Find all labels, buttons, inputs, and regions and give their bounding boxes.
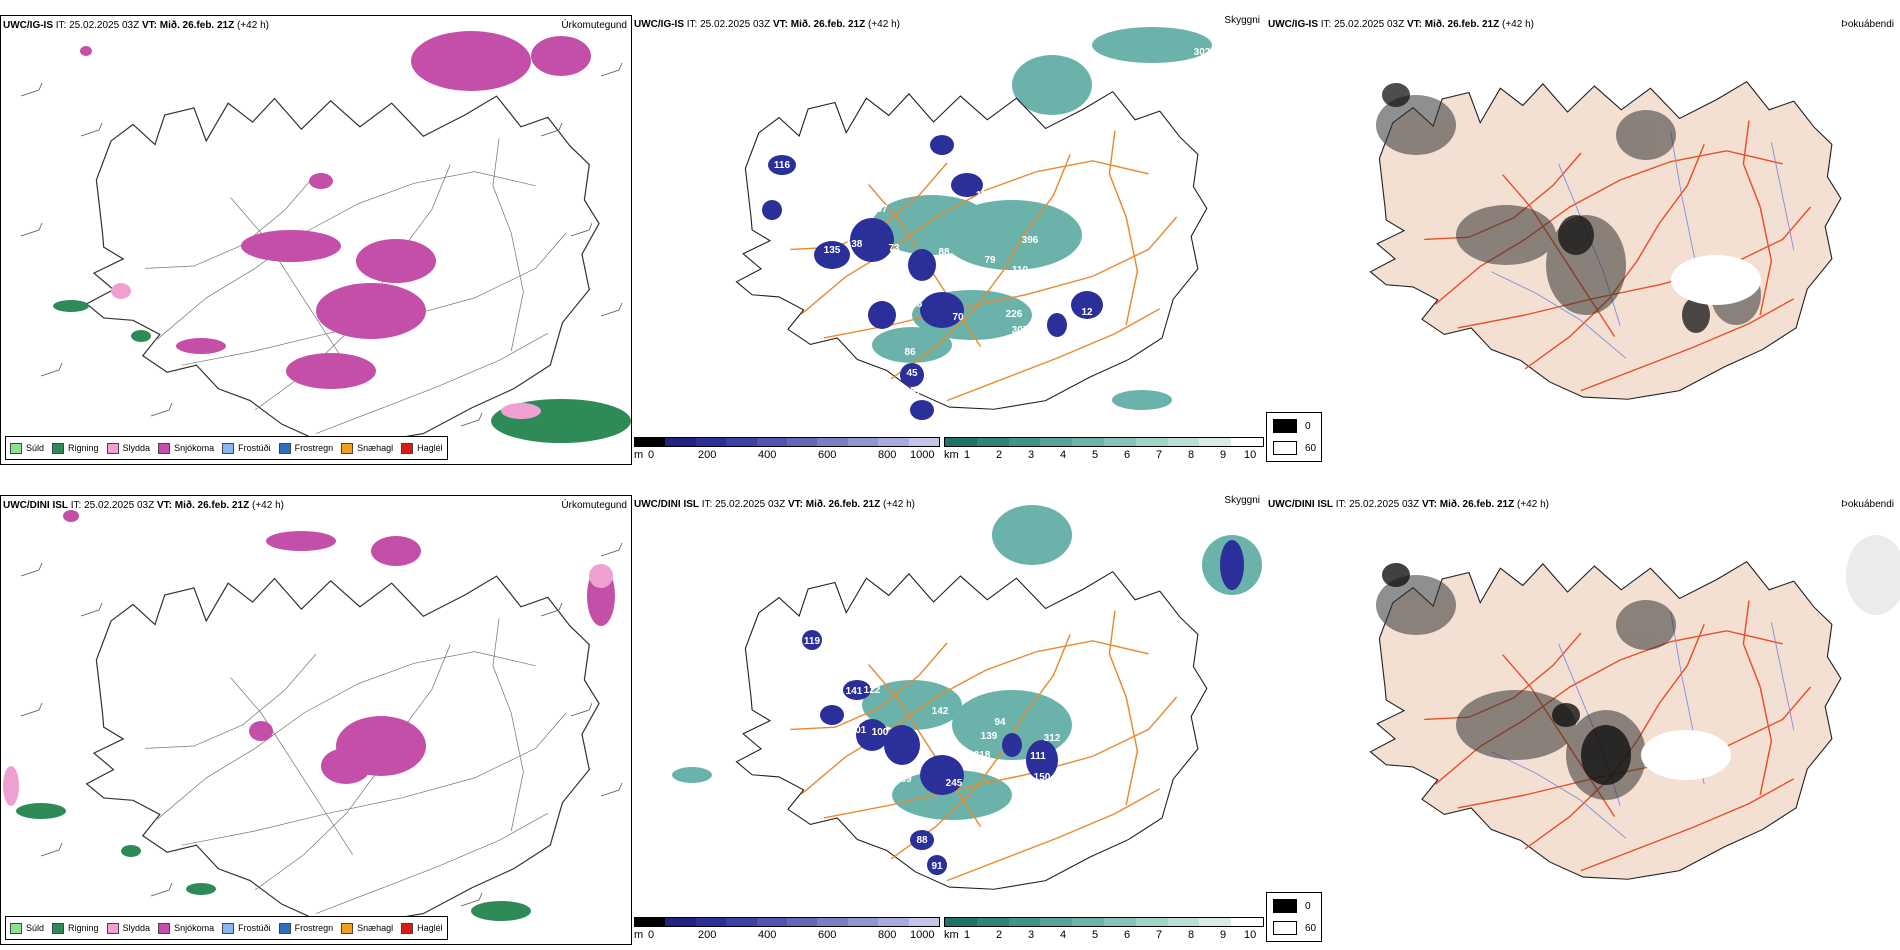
vis-label: 150 xyxy=(1034,772,1051,783)
wind-barbs xyxy=(20,542,623,907)
precip-map xyxy=(3,510,623,924)
vis-label: 166 xyxy=(999,284,1016,295)
vis-label: 101 xyxy=(850,725,867,736)
panel-title: UWC/DINI ISL IT: 25.02.2025 03Z VT: Mið.… xyxy=(3,500,284,511)
fog-panel-2: UWC/DINI ISL IT: 25.02.2025 03Z VT: Mið.… xyxy=(1266,495,1900,890)
fog-legend-2: 0 60 xyxy=(1266,892,1322,942)
vis-label: 318 xyxy=(974,750,991,761)
vis-label: 141 xyxy=(846,686,863,697)
vis-label: 307 xyxy=(1012,325,1029,336)
vis-label: 88 xyxy=(938,247,950,258)
vis-label: 88 xyxy=(916,835,928,846)
vis-label: 245 xyxy=(946,778,963,789)
precip-panel-1: UWC/IG-IS IT: 25.02.2025 03Z VT: Mið. 26… xyxy=(0,15,632,465)
visibility-colorbar: km 1 2 3 4 5 6 7 8 9 10 xyxy=(944,917,1264,945)
sleet-areas xyxy=(3,564,613,806)
panel-title: UWC/IG-IS IT: 25.02.2025 03Z VT: Mið. 26… xyxy=(634,19,900,30)
precip-legend: Súld Rigning Slydda Snjókoma Frostúði Fr… xyxy=(5,916,448,940)
vis-label: 73 xyxy=(888,243,900,254)
product-title: Þokuábendi xyxy=(1841,19,1894,30)
wind-barbs xyxy=(20,62,623,427)
vis-label: 135 xyxy=(824,245,841,256)
product-title: Skyggni xyxy=(1224,15,1260,26)
vis-label: 62 xyxy=(816,327,828,338)
fog-map xyxy=(1369,81,1842,400)
panel-title: UWC/DINI ISL IT: 25.02.2025 03Z VT: Mið.… xyxy=(1268,499,1549,510)
precip-map xyxy=(20,31,631,444)
precip-panel-2: UWC/DINI ISL IT: 25.02.2025 03Z VT: Mið.… xyxy=(0,495,632,945)
snow-areas xyxy=(80,31,591,389)
vis-label: 12 xyxy=(1081,307,1093,318)
product-title: Úrkomutegund xyxy=(561,500,627,511)
vis-label: 110 xyxy=(1012,265,1029,276)
vis-label: 139 xyxy=(981,731,998,742)
vis-label: 312 xyxy=(1044,733,1061,744)
visibility-panel-1: UWC/IG-IS IT: 25.02.2025 03Z VT: Mið. 26… xyxy=(632,15,1264,465)
vis-label: 115 xyxy=(976,190,993,201)
panel-title: UWC/IG-IS IT: 25.02.2025 03Z VT: Mið. 26… xyxy=(3,20,269,31)
vis-label: 97 xyxy=(876,204,888,215)
panel-title: UWC/IG-IS IT: 25.02.2025 03Z VT: Mið. 26… xyxy=(1268,19,1534,30)
vis-label: 86 xyxy=(904,347,916,358)
fog-panel-1: UWC/IG-IS IT: 25.02.2025 03Z VT: Mið. 26… xyxy=(1266,15,1900,410)
panel-title: UWC/DINI ISL IT: 25.02.2025 03Z VT: Mið.… xyxy=(634,499,915,510)
vis-label: 111 xyxy=(1030,751,1046,762)
vis-label: 67 xyxy=(978,269,990,280)
vis-label: 119 xyxy=(804,636,821,647)
fog-map xyxy=(1369,535,1900,880)
vis-label: 126 xyxy=(906,299,923,310)
vis-label: 94 xyxy=(994,717,1006,728)
vis-label: 122 xyxy=(864,685,881,696)
vis-label: 79 xyxy=(984,255,996,266)
vis-label: 12 xyxy=(796,347,808,358)
visibility-map: 116 97 138 73 135 88 79 396 110 67 166 1… xyxy=(735,27,1212,420)
visibility-colorbar: km 1 2 3 4 5 6 7 8 9 10 xyxy=(944,437,1264,465)
vis-label: 116 xyxy=(774,160,791,171)
vis-label: 142 xyxy=(932,706,949,717)
vis-label: 67 xyxy=(910,386,922,397)
fog-legend-1: 0 60 xyxy=(1266,412,1322,462)
vis-label: 89 xyxy=(900,774,912,785)
product-title: Þokuábendi xyxy=(1841,499,1894,510)
vis-label: 396 xyxy=(1022,235,1039,246)
vis-label: 138 xyxy=(846,239,863,250)
vis-label: 302 xyxy=(1194,47,1211,58)
vis-label: 45 xyxy=(906,368,918,379)
height-colorbar: m 0 200 400 600 800 1000 xyxy=(634,437,940,465)
vis-label: 101 xyxy=(954,147,971,158)
rain-areas xyxy=(16,803,531,921)
vis-label: 100 xyxy=(872,727,889,738)
snow-areas xyxy=(63,510,615,784)
vis-label: 113 xyxy=(932,389,949,400)
height-colorbar: m 0 200 400 600 800 1000 xyxy=(634,917,940,945)
product-title: Úrkomutegund xyxy=(561,20,627,31)
precip-legend: Súld Rigning Slydda Snjókoma Frostúði Fr… xyxy=(5,436,448,460)
vis-label: 70 xyxy=(952,312,964,323)
product-title: Skyggni xyxy=(1224,495,1260,506)
sleet-areas xyxy=(111,283,541,419)
vis-label: 91 xyxy=(931,861,943,872)
visibility-panel-2: UWC/DINI ISL IT: 25.02.2025 03Z VT: Mið.… xyxy=(632,495,1264,945)
vis-label: 46 xyxy=(1064,335,1076,346)
vis-label: 226 xyxy=(1006,309,1023,320)
visibility-map: 119 122 141 101 100 89 245 142 139 94 31… xyxy=(672,505,1262,890)
